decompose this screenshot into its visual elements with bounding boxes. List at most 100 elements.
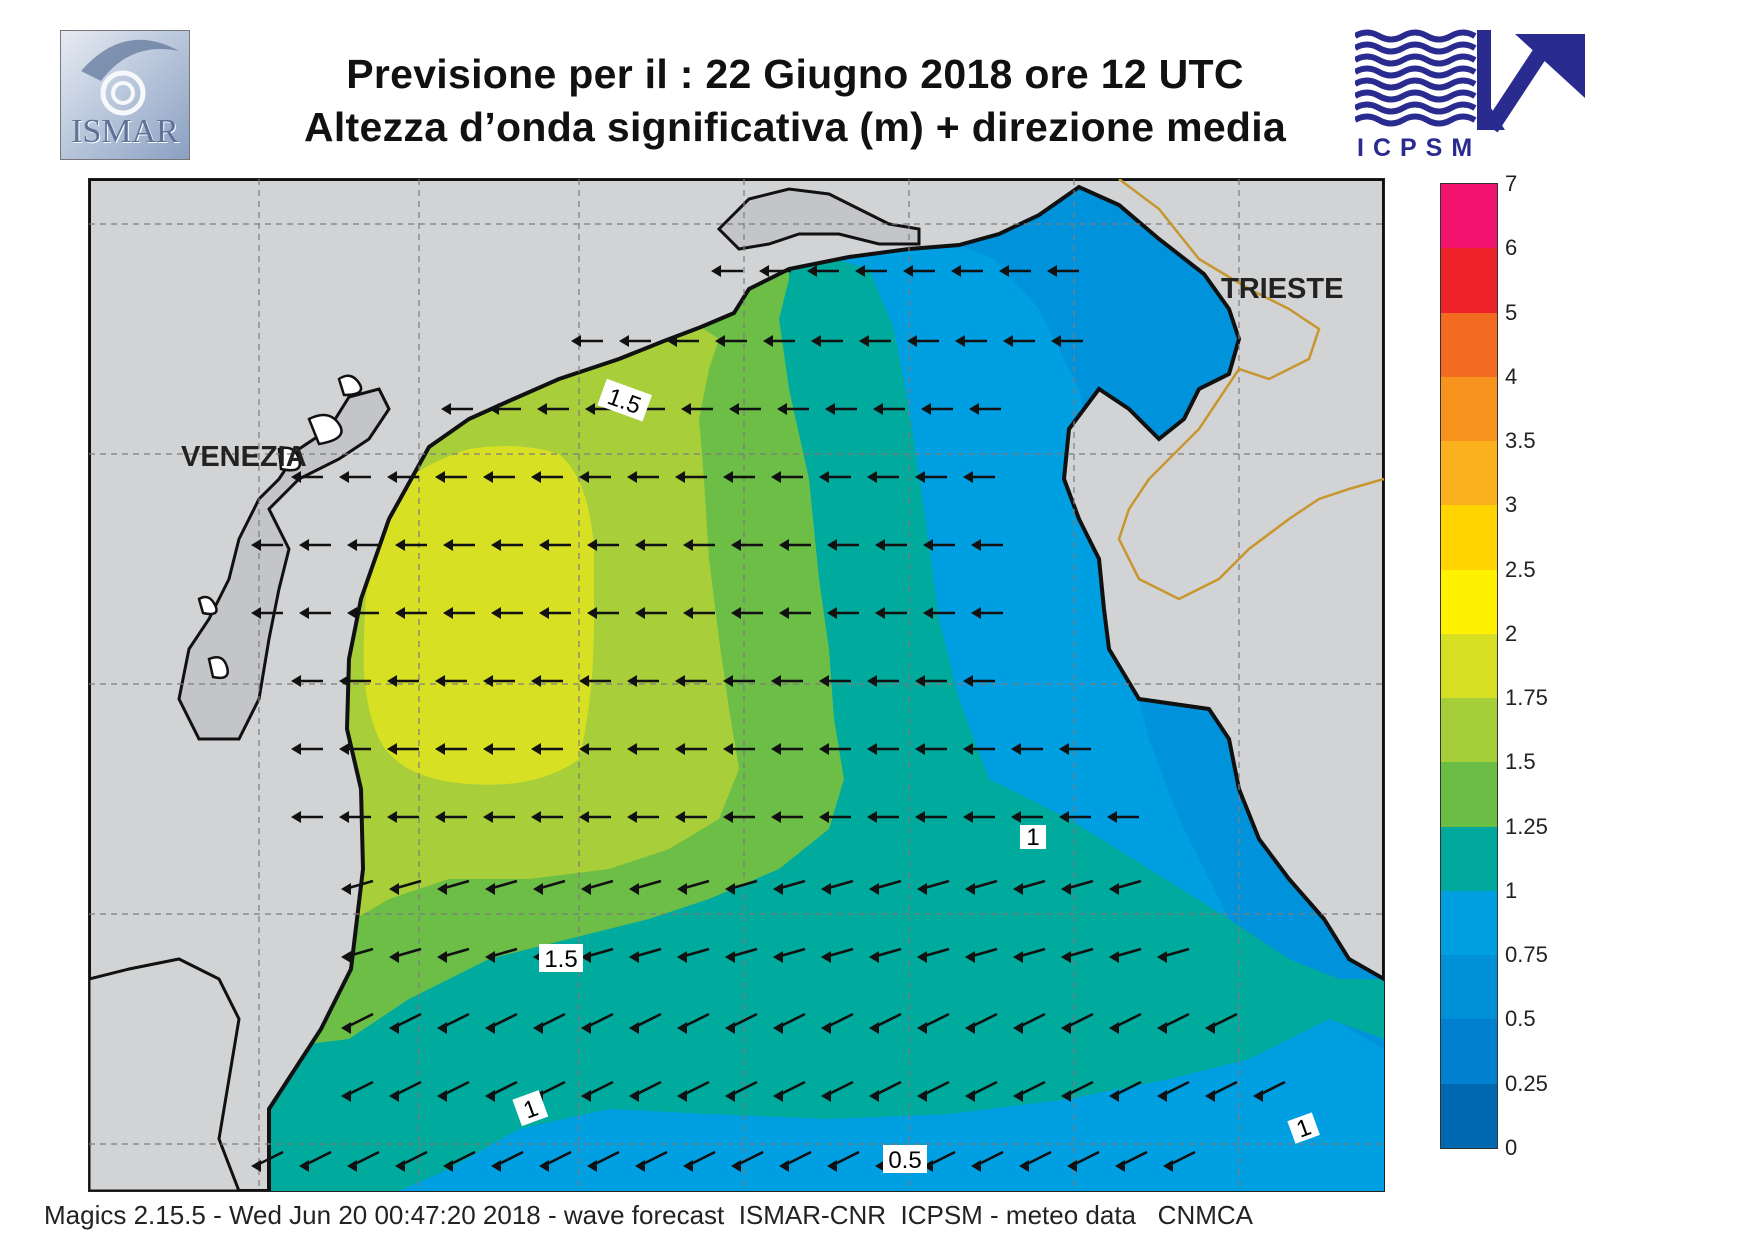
direction-arrow-head <box>869 1022 879 1034</box>
direction-arrow-head <box>715 335 725 347</box>
direction-arrow-head <box>677 951 687 963</box>
direction-arrow-head <box>435 743 445 755</box>
direction-arrow-head <box>903 265 913 277</box>
direction-arrow-head <box>579 471 589 483</box>
direction-arrow-head <box>291 471 301 483</box>
direction-arrow-head <box>773 1022 783 1034</box>
direction-arrow-head <box>731 1160 741 1172</box>
direction-arrow-head <box>1019 1160 1029 1172</box>
direction-arrow-head <box>1051 335 1061 347</box>
direction-arrow-head <box>869 883 879 895</box>
direction-arrow-head <box>581 1022 591 1034</box>
direction-arrow-head <box>773 883 783 895</box>
direction-arrow-head <box>581 883 591 895</box>
direction-arrow-head <box>443 1160 453 1172</box>
venice-island-outlines <box>197 374 363 680</box>
direction-arrow-head <box>539 1160 549 1172</box>
direction-arrow-head <box>531 471 541 483</box>
direction-arrow-head <box>1011 743 1021 755</box>
colorbar-segment <box>1441 890 1497 956</box>
colorbar-segment <box>1441 826 1497 892</box>
direction-arrow-head <box>291 675 301 687</box>
colorbar-tick-label: 1.25 <box>1505 813 1548 839</box>
direction-arrow-head <box>867 811 877 823</box>
direction-arrow-head <box>579 811 589 823</box>
direction-arrow-head <box>971 539 981 551</box>
direction-arrow-head <box>869 951 879 963</box>
direction-arrow-head <box>1003 335 1013 347</box>
direction-arrow-head <box>485 951 495 963</box>
direction-arrow-head <box>339 743 349 755</box>
contour-label-1-southeast: 1 <box>1287 1112 1320 1144</box>
direction-arrow-head <box>683 607 693 619</box>
direction-arrow-head <box>725 1090 735 1102</box>
direction-arrow-head <box>917 1090 927 1102</box>
direction-arrow-head <box>1163 1160 1173 1172</box>
direction-arrow-head <box>1157 1022 1167 1034</box>
wave-height-map: 1.5 1.5 1 1 1 0.5 VENEZIA <box>88 178 1385 1192</box>
direction-arrow-head <box>443 539 453 551</box>
footer-credits: Magics 2.15.5 - Wed Jun 20 00:47:20 2018… <box>44 1200 1254 1230</box>
direction-arrow-head <box>437 1090 447 1102</box>
direction-arrow-head <box>681 403 691 415</box>
direction-arrow-head <box>1109 1090 1119 1102</box>
direction-arrow-head <box>629 1090 639 1102</box>
direction-arrow-head <box>1157 951 1167 963</box>
direction-arrow-head <box>729 403 739 415</box>
direction-arrow-head <box>675 471 685 483</box>
direction-arrow-head <box>251 539 261 551</box>
direction-arrow-head <box>483 675 493 687</box>
direction-arrow-head <box>1013 1022 1023 1034</box>
direction-arrow-head <box>389 951 399 963</box>
direction-arrow-head <box>725 883 735 895</box>
direction-arrow-head <box>1047 265 1057 277</box>
svg-text:1: 1 <box>1026 824 1039 851</box>
colorbar-segment <box>1441 955 1497 1020</box>
direction-arrow-head <box>531 811 541 823</box>
direction-arrow-head <box>731 539 741 551</box>
direction-arrow-head <box>395 607 405 619</box>
forecast-date-line: Previsione per il : 22 Giugno 2018 ore 1… <box>346 51 1244 97</box>
direction-arrow-head <box>1061 1090 1071 1102</box>
direction-arrow-head <box>435 811 445 823</box>
direction-arrow-head <box>963 811 973 823</box>
direction-arrow-head <box>299 539 309 551</box>
direction-arrow-head <box>873 403 883 415</box>
direction-arrow-head <box>485 1022 495 1034</box>
direction-arrow-head <box>821 951 831 963</box>
direction-arrow-head <box>915 743 925 755</box>
direction-arrow-head <box>1109 1022 1119 1034</box>
direction-arrow-head <box>867 743 877 755</box>
direction-arrow-head <box>779 607 789 619</box>
land-southwest <box>89 957 241 1191</box>
ismar-swirl-icon <box>61 31 189 159</box>
direction-arrow-head <box>581 951 591 963</box>
direction-arrow-head <box>341 1090 351 1102</box>
direction-arrow-head <box>965 1090 975 1102</box>
direction-arrow-head <box>629 951 639 963</box>
direction-arrow-head <box>771 811 781 823</box>
direction-arrow-head <box>491 607 501 619</box>
direction-arrow-head <box>675 811 685 823</box>
direction-arrow-head <box>1109 883 1119 895</box>
direction-arrow-head <box>963 471 973 483</box>
direction-arrow-head <box>711 265 721 277</box>
direction-arrow-head <box>915 811 925 823</box>
direction-arrow-head <box>771 675 781 687</box>
direction-arrow-head <box>627 743 637 755</box>
direction-arrow-head <box>667 335 677 347</box>
direction-arrow-head <box>965 951 975 963</box>
direction-arrow-head <box>677 1090 687 1102</box>
direction-arrow-head <box>491 539 501 551</box>
svg-text:1.5: 1.5 <box>544 946 577 973</box>
direction-arrow-head <box>491 1160 501 1172</box>
colorbar-tick-label: 2.5 <box>1505 556 1536 582</box>
direction-arrow-head <box>827 1160 837 1172</box>
colorbar-tick-label: 1.75 <box>1505 685 1548 711</box>
direction-arrow-head <box>811 335 821 347</box>
direction-arrow-head <box>533 1022 543 1034</box>
direction-arrow-head <box>773 1090 783 1102</box>
direction-arrow-head <box>827 539 837 551</box>
direction-arrow-head <box>875 607 885 619</box>
direction-arrow-head <box>677 1022 687 1034</box>
